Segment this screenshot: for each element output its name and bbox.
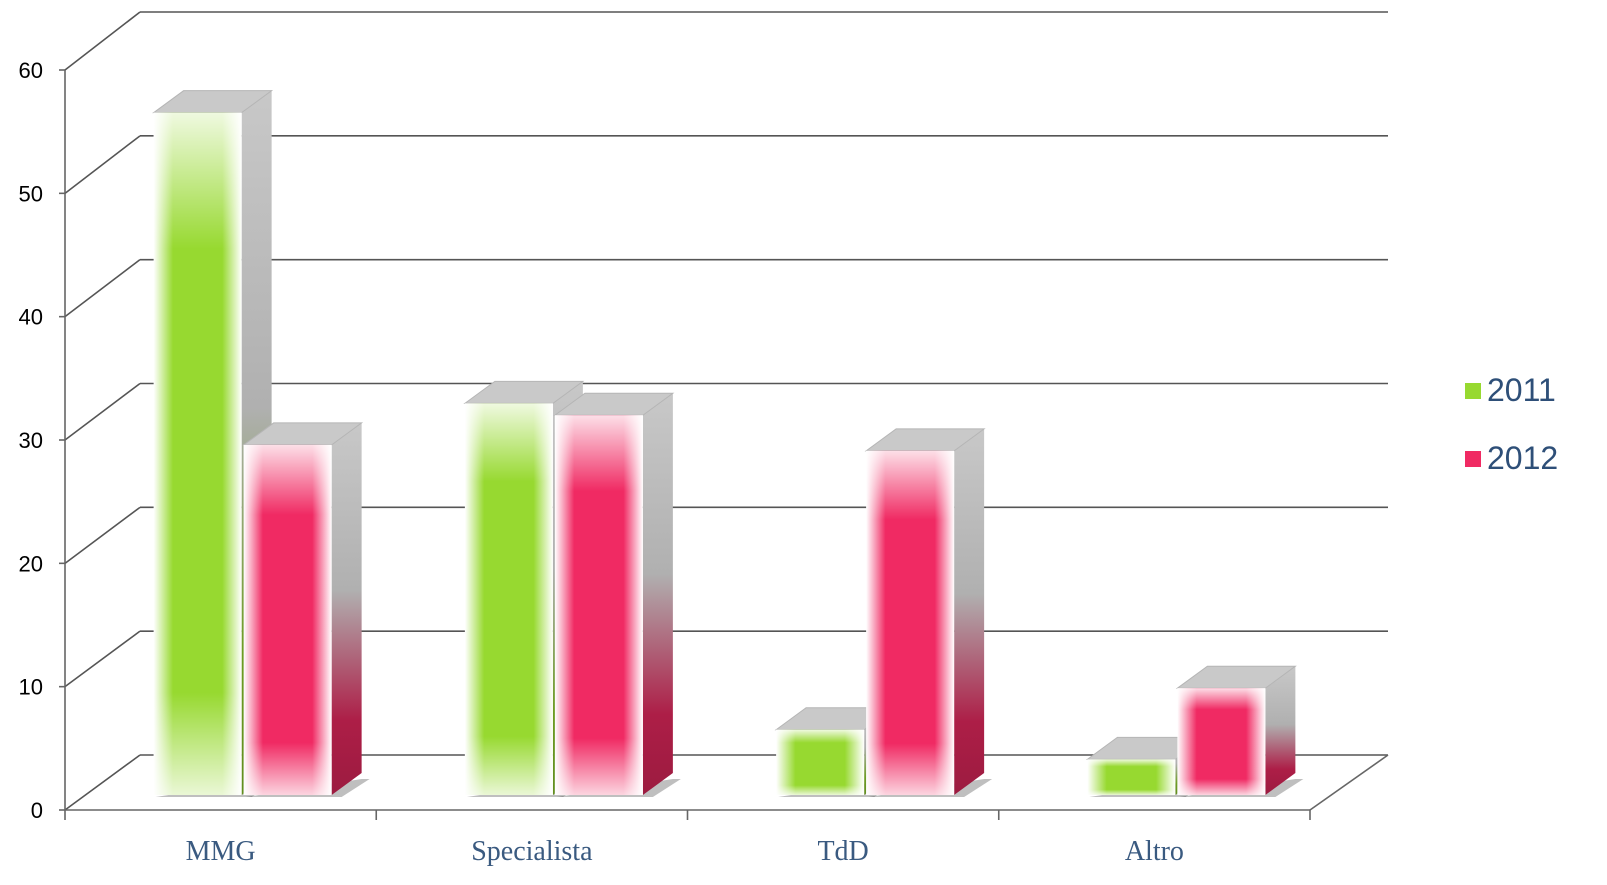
bar-side-face (954, 428, 985, 795)
legend-swatch (1465, 383, 1481, 399)
legend-label: 2011 (1487, 372, 1556, 408)
chart-floor (65, 754, 1389, 811)
legend-swatch (1465, 451, 1481, 467)
bar-front-highlight (554, 415, 643, 795)
y-tick-label: 50 (19, 181, 43, 206)
bar-side-face (642, 393, 673, 795)
y-tick-label: 10 (19, 675, 43, 700)
gridline-side (64, 630, 141, 688)
legend-label: 2012 (1487, 440, 1558, 476)
bar-2012-Altro (1175, 665, 1304, 797)
bar-top-face (242, 422, 364, 446)
bar-side-face (1265, 666, 1296, 795)
floor-right-edge (1309, 754, 1389, 811)
bar-2012-MMG (242, 422, 370, 797)
bar-2012-Specialista (553, 392, 681, 797)
legend: 2011 2012 (1465, 372, 1558, 476)
bar-2012-TdD (864, 428, 993, 797)
x-category-label: TdD (817, 836, 868, 867)
gridline-side (64, 382, 141, 441)
gridline-side (64, 11, 141, 71)
gridline-side (64, 259, 141, 318)
y-tick-label: 60 (19, 58, 43, 83)
x-category-label: MMG (186, 836, 256, 867)
bar-front-highlight (1177, 688, 1266, 795)
y-tick-label: 30 (19, 428, 43, 453)
bar-front-highlight (464, 403, 553, 795)
bar-2011-Altro (1085, 736, 1214, 797)
x-category-label: Altro (1125, 836, 1184, 867)
bar-side-face (331, 422, 362, 795)
bar-front-highlight (776, 729, 865, 795)
y-tick-label: 0 (31, 798, 43, 823)
axis-labels: 0 10 20 30 40 50 60 MMG Specialista TdD Altro (19, 58, 1184, 867)
bar-front-highlight (153, 112, 242, 795)
bars (152, 90, 1304, 797)
gridline-side (64, 754, 141, 811)
axes (59, 69, 1311, 820)
legend-item-2011: 2011 (1465, 372, 1556, 408)
bar-front-highlight (1087, 759, 1176, 795)
bar-front-highlight (243, 444, 332, 795)
gridline-side (64, 506, 141, 564)
x-category-label: Specialista (471, 836, 593, 867)
y-tick-label: 40 (19, 305, 43, 330)
bar-front-highlight (866, 450, 955, 795)
gridline-side (64, 135, 141, 194)
legend-item-2012: 2012 (1465, 440, 1558, 476)
y-tick-label: 20 (19, 551, 43, 576)
